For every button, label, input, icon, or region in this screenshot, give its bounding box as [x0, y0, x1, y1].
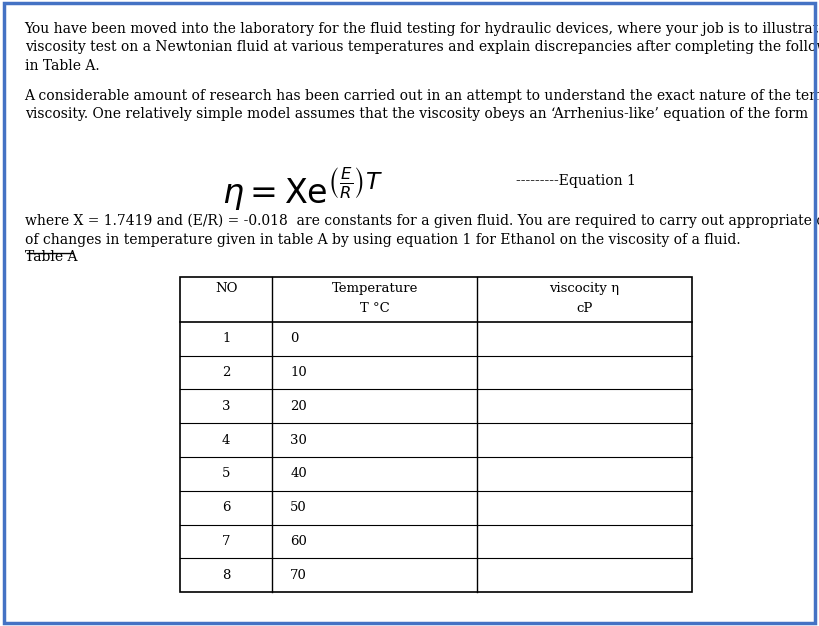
- Text: 1: 1: [222, 332, 230, 345]
- Text: 7: 7: [222, 535, 230, 548]
- Text: 20: 20: [291, 400, 307, 413]
- Text: $\eta = \mathrm{Xe}^{\left(\frac{E}{R}\right)T}$: $\eta = \mathrm{Xe}^{\left(\frac{E}{R}\r…: [222, 166, 384, 213]
- Text: viscocity η: viscocity η: [550, 282, 620, 295]
- Text: Table A: Table A: [25, 250, 77, 264]
- Text: 3: 3: [222, 400, 230, 413]
- Text: 60: 60: [291, 535, 307, 548]
- Text: 30: 30: [291, 434, 307, 446]
- FancyBboxPatch shape: [180, 277, 692, 592]
- Text: A considerable amount of research has been carried out in an attempt to understa: A considerable amount of research has be…: [25, 89, 819, 121]
- Text: NO: NO: [215, 282, 238, 295]
- Text: You have been moved into the laboratory for the fluid testing for hydraulic devi: You have been moved into the laboratory …: [25, 22, 819, 73]
- Text: 5: 5: [222, 468, 230, 480]
- Text: cP: cP: [577, 302, 593, 315]
- Text: 4: 4: [222, 434, 230, 446]
- Text: 70: 70: [291, 569, 307, 582]
- Text: 40: 40: [291, 468, 307, 480]
- Text: where X = 1.7419 and (E/R) = -0.018  are constants for a given fluid. You are re: where X = 1.7419 and (E/R) = -0.018 are …: [25, 214, 819, 247]
- Text: ---------Equation 1: ---------Equation 1: [516, 174, 636, 188]
- Text: 8: 8: [222, 569, 230, 582]
- Text: T °C: T °C: [360, 302, 390, 315]
- Text: 10: 10: [291, 366, 307, 379]
- Text: 2: 2: [222, 366, 230, 379]
- Text: 6: 6: [222, 501, 230, 514]
- Text: 0: 0: [291, 332, 299, 345]
- Text: Temperature: Temperature: [332, 282, 418, 295]
- Text: 50: 50: [291, 501, 307, 514]
